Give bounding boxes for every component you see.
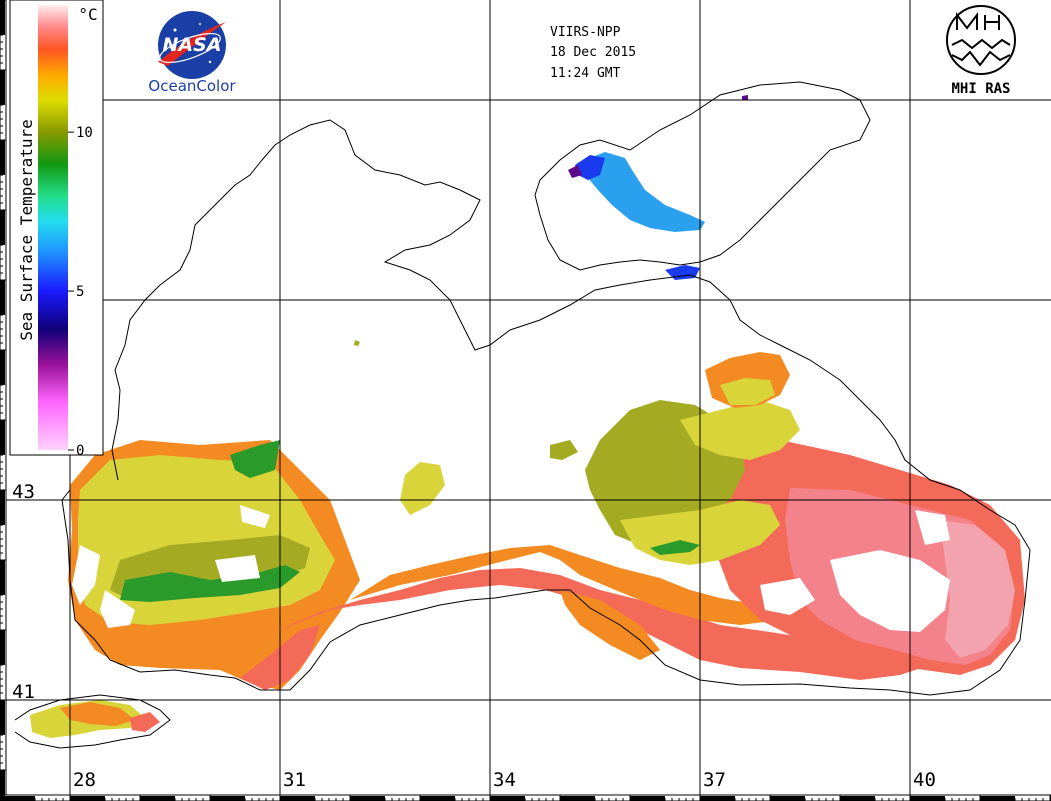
bottom-scale-block: [0, 796, 35, 801]
header: VIIRS-NPP 18 Dec 2015 11:24 GMT: [550, 25, 636, 81]
left-scale-block: [0, 140, 5, 175]
sst-patch-kerch-blue: [665, 265, 700, 280]
sst-cloud-west-3: [240, 505, 270, 528]
colorbar-tick-label-0: 0: [76, 443, 84, 459]
lat-label-0: 43: [12, 481, 35, 503]
sst-patch-taganrog-purple: [742, 95, 748, 100]
bottom-scale-block: [490, 796, 525, 801]
sst-patch-west-green-2: [230, 440, 280, 478]
sst-cloud-west-1: [72, 545, 100, 605]
time-label: 11:24 GMT: [550, 66, 621, 81]
colorbar-gradient: [38, 5, 68, 450]
bottom-scale-block: [140, 796, 175, 801]
nasa-logo-star-3: [199, 23, 201, 25]
bottom-scale-block: [420, 796, 455, 801]
bottom-scale-block: [350, 796, 385, 801]
colorbar-unit: °C: [78, 5, 97, 24]
bottom-scale-block: [980, 796, 1015, 801]
nasa-logo-orbit: [159, 32, 221, 64]
sst-patch-marmara-hot: [130, 712, 160, 732]
bottom-scale-block: [770, 796, 805, 801]
sst-patch-marmara-orange: [60, 702, 135, 726]
left-scale-block: [0, 350, 5, 385]
left-scale-block: [0, 700, 5, 735]
sst-patch-green-line: [650, 540, 700, 555]
mhi-logo-waves: [951, 38, 1011, 67]
bottom-scale-block: [70, 796, 105, 801]
sst-cloud-west-4: [215, 555, 260, 582]
colorbar-tick-label-2: 10: [76, 125, 93, 141]
mhi-ras-logo: MHI RAS: [946, 5, 1016, 97]
sst-patch-south-orange-2: [560, 590, 660, 660]
bottom-scale-block: [560, 796, 595, 801]
lon-label-1: 31: [283, 769, 306, 791]
sst-cloud-east-2: [760, 578, 815, 615]
left-scale-block: [0, 280, 5, 315]
left-scale-block: [0, 420, 5, 455]
colorbar-title: Sea Surface Temperature: [17, 119, 36, 341]
left-scale-block: [0, 210, 5, 245]
nasa-logo-wordmark: NASA: [163, 34, 222, 56]
bottom-scale-block: [280, 796, 315, 801]
bottom-scale-block: [840, 796, 875, 801]
nasa-logo-swoosh: [158, 22, 226, 66]
colorbar-tick-label-1: 5: [76, 284, 84, 300]
sst-patch-azov-blue: [585, 152, 705, 232]
mhi-logo-caption: MHI RAS: [951, 81, 1010, 97]
coastline-azov: [534, 81, 871, 271]
left-scale-block: [0, 560, 5, 595]
lon-label-2: 34: [493, 769, 516, 791]
sst-patch-olive-small-1: [550, 440, 578, 460]
sst-patch-azov-purple: [568, 165, 582, 178]
sst-patch-olive-small-2: [354, 340, 360, 346]
sst-cloud-east-3: [915, 510, 950, 545]
sst-patch-central-yellow-2: [680, 400, 800, 460]
sst-patch-south-orange: [350, 545, 780, 625]
sst-patch-yellow-small-1: [400, 462, 445, 515]
sst-patch-ne-yellow: [720, 378, 775, 405]
bottom-scale-block: [630, 796, 665, 801]
nasa-logo-subtitle: OceanColor: [148, 77, 236, 95]
left-scale-block: [0, 70, 5, 105]
bottom-scale-block: [910, 796, 945, 801]
nasa-logo: NASA OceanColor: [148, 11, 236, 95]
sst-patch-azov-darkblue: [575, 155, 605, 180]
lon-label-0: 28: [73, 769, 96, 791]
satellite-label: VIIRS-NPP: [550, 25, 621, 40]
mhi-logo-emblem: [956, 12, 1000, 30]
left-scale-block: [0, 770, 5, 801]
lon-label-4: 40: [913, 769, 936, 791]
colorbar: Sea Surface Temperature °C 0 5 10: [9, 0, 104, 459]
nasa-logo-star-1: [173, 28, 177, 32]
lon-label-3: 37: [703, 769, 726, 791]
nasa-logo-star-2: [208, 60, 212, 64]
sst-patch-east-pale: [940, 520, 1015, 658]
left-scale-block: [0, 630, 5, 665]
left-scale-block: [0, 490, 5, 525]
left-scale-block: [0, 0, 5, 35]
bottom-scale-block: [210, 796, 245, 801]
sst-data-layer: [30, 95, 1025, 738]
coastline-main: [61, 119, 1031, 696]
colorbar-ticks: 0 5 10: [68, 125, 93, 459]
sst-cloud-west-2: [100, 590, 135, 628]
sst-patch-south-hot: [280, 568, 945, 680]
latitude-labels: 43 41: [12, 481, 35, 703]
sst-cloud-east-1: [830, 550, 950, 632]
lat-label-1: 41: [12, 681, 35, 703]
date-label: 18 Dec 2015: [550, 45, 636, 60]
longitude-labels: 28 31 34 37 40: [73, 769, 936, 791]
bottom-scale-block: [700, 796, 735, 801]
